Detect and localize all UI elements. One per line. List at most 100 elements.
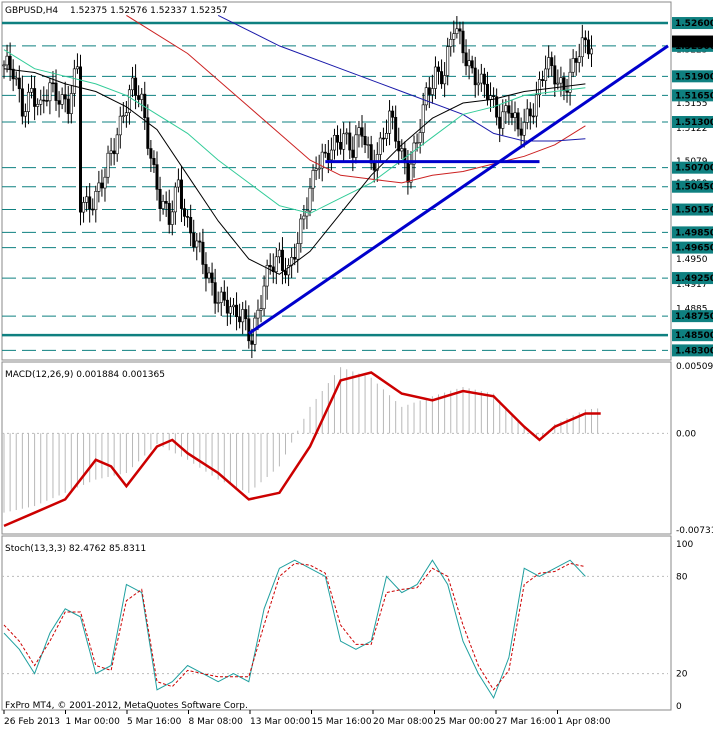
- candle-body: [345, 132, 349, 135]
- candle-body: [531, 115, 535, 118]
- candle-body: [458, 28, 462, 32]
- candle-body: [8, 55, 12, 70]
- candle-body: [476, 82, 480, 86]
- candle-body: [354, 134, 358, 158]
- level-label-box: [672, 203, 713, 216]
- candle-body: [256, 309, 260, 319]
- trendline: [247, 44, 669, 335]
- candle-body: [91, 208, 95, 211]
- candle-body: [326, 152, 330, 161]
- candle-body: [201, 241, 205, 265]
- candle-body: [369, 144, 373, 164]
- price-tick-label: 1.5155: [676, 99, 708, 109]
- price-tick-label: 1.5122: [676, 124, 708, 134]
- price-panel: [1, 1, 672, 361]
- macd-tick-label: 0.00: [676, 429, 696, 439]
- candle-body: [553, 65, 557, 85]
- candle-body: [541, 79, 545, 81]
- candle-body: [424, 87, 428, 106]
- candle-body: [265, 265, 269, 287]
- candle-body: [323, 151, 327, 154]
- candle-body: [210, 272, 214, 283]
- x-tick-label: 8 Mar 08:00: [189, 717, 244, 727]
- x-tick-label: 1 Apr 08:00: [558, 717, 611, 727]
- level-label-box: [672, 70, 713, 83]
- candle-body: [20, 88, 24, 117]
- candle-body: [109, 150, 113, 154]
- candle-body: [336, 134, 340, 143]
- candle-body: [372, 162, 376, 171]
- candle-body: [302, 215, 306, 220]
- stoch-panel: [1, 535, 672, 711]
- candle-body: [121, 115, 125, 117]
- macd-title: MACD(12,26,9) 0.001884 0.001365: [5, 370, 165, 380]
- candle-body: [446, 46, 450, 76]
- candle-body: [198, 240, 202, 243]
- candle-body: [440, 71, 444, 85]
- candle-body: [305, 210, 309, 217]
- candle-body: [348, 132, 352, 151]
- level-label: 1.50150: [675, 206, 713, 216]
- candle-body: [537, 79, 541, 96]
- axes-layer: 1.52251.51901.51551.51221.50791.50501.50…: [3, 17, 713, 727]
- candle-body: [556, 82, 560, 85]
- candle-body: [277, 249, 281, 258]
- candle-body: [363, 135, 367, 146]
- candle-body: [498, 116, 502, 129]
- candle-body: [280, 249, 284, 271]
- candle-body: [176, 179, 180, 188]
- candle-body: [131, 77, 135, 91]
- candle-body: [507, 105, 511, 114]
- candle-body: [26, 91, 30, 112]
- macd-tick-label: 0.005091: [676, 362, 713, 372]
- macd-tick-label: -0.00731: [676, 526, 713, 536]
- candle-body: [244, 309, 248, 320]
- candle-body: [577, 56, 581, 63]
- candle-body: [262, 285, 266, 310]
- candle-body: [106, 152, 110, 178]
- level-label-box: [672, 161, 713, 174]
- candle-body: [213, 282, 217, 304]
- stoch-signal-line: [3, 562, 586, 691]
- x-tick-label: 20 Mar 08:00: [373, 717, 433, 727]
- candle-body: [394, 116, 398, 142]
- candle-body: [250, 340, 254, 345]
- candle-body: [85, 196, 89, 203]
- candle-body: [97, 182, 101, 192]
- x-tick-label: 15 Mar 16:00: [312, 717, 372, 727]
- candle-body: [152, 158, 156, 165]
- candle-body: [489, 95, 493, 100]
- copyright-text: FxPro MT4, © 2001-2012, MetaQuotes Softw…: [5, 701, 248, 711]
- candle-body: [17, 77, 21, 90]
- ma-green-line: [3, 49, 586, 214]
- macd-signal-line: [3, 371, 601, 528]
- x-tick-label: 25 Mar 00:00: [435, 717, 495, 727]
- candle-body: [238, 316, 242, 323]
- candle-body: [418, 132, 422, 143]
- candle-body: [452, 33, 456, 40]
- stoch-main-line: [3, 559, 586, 700]
- candle-body: [88, 196, 92, 210]
- level-label: 1.51900: [675, 72, 713, 82]
- level-label-box: [672, 329, 713, 342]
- level-label-box: [672, 310, 713, 323]
- candle-body: [23, 111, 27, 117]
- candle-body: [219, 291, 223, 303]
- level-label: 1.49850: [675, 228, 713, 238]
- candle-body: [534, 94, 538, 117]
- candle-body: [127, 89, 131, 114]
- candle-body: [124, 112, 128, 116]
- candle-body: [48, 82, 52, 102]
- x-tick-label: 13 Mar 00:00: [250, 717, 310, 727]
- candle-body: [149, 148, 153, 159]
- candle-body: [455, 28, 459, 34]
- candle-body: [314, 168, 318, 171]
- candle-body: [522, 122, 526, 136]
- candle-body: [192, 232, 196, 248]
- candle-body: [36, 104, 40, 107]
- candle-body: [140, 93, 144, 100]
- level-label-box: [672, 180, 713, 193]
- candle-body: [287, 265, 291, 276]
